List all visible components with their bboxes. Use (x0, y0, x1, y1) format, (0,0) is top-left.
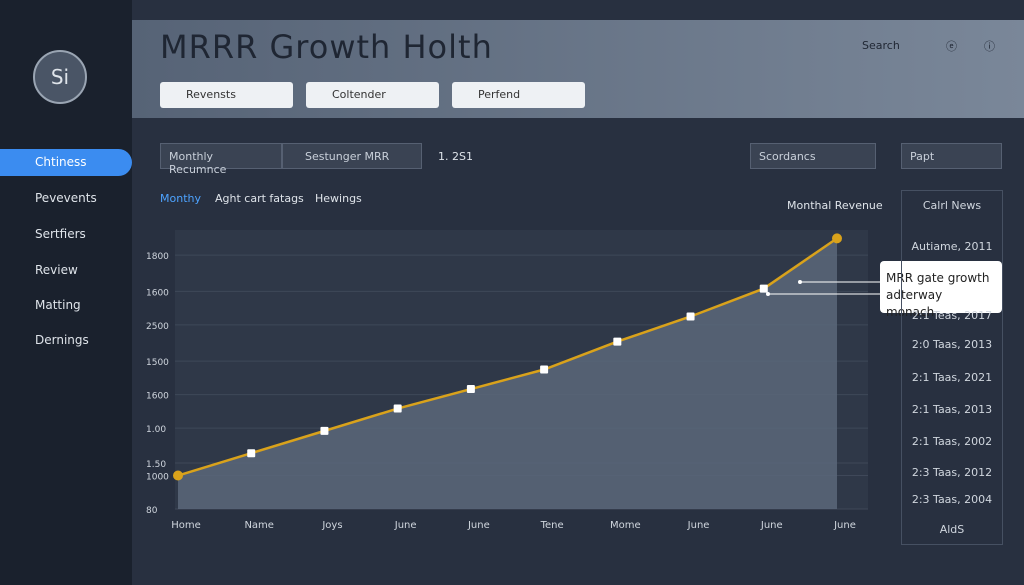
connector (766, 280, 880, 296)
nav-item[interactable]: Matting (35, 298, 81, 312)
tab[interactable]: Aght cart fatags (215, 192, 304, 205)
y-tick-label: 1000 (146, 473, 169, 483)
news-item[interactable]: 2:3 Taas, 2004 (911, 493, 993, 506)
nav-item[interactable]: Chtiness (0, 149, 132, 176)
x-tick-label: June (833, 520, 856, 531)
x-tick-label: Mome (610, 520, 641, 531)
button[interactable]: Perfend (452, 82, 585, 108)
x-tick-label: June (394, 520, 417, 531)
tab[interactable]: Monthy (160, 192, 201, 205)
button[interactable]: Revensts (160, 82, 293, 108)
sidebar: Si Chtiness Pevevents Sertfiers Review M… (0, 0, 132, 585)
nav-item[interactable]: Dernings (35, 333, 89, 347)
page-title: MRRR Growth Holth (160, 28, 493, 66)
point (832, 233, 842, 244)
y-tick-label: 1.00 (146, 425, 166, 435)
x-tick-label: June (687, 520, 710, 531)
area (178, 238, 837, 509)
news-item[interactable]: 2:1 Taas, 2021 (911, 371, 993, 384)
x-tick-label: Home (171, 520, 201, 531)
point (686, 312, 695, 321)
news-item[interactable]: 2:1 Taas, 2002 (911, 435, 993, 448)
icon[interactable]: ⓘ (984, 40, 995, 53)
point (613, 337, 622, 346)
nav-item[interactable]: Pevevents (35, 191, 97, 205)
y-tick-label: 1500 (146, 358, 169, 368)
button[interactable]: Coltender (306, 82, 439, 108)
y-tick-label: 1600 (146, 392, 169, 402)
point (247, 449, 256, 458)
x-tick-label: Tene (540, 520, 564, 531)
news-item[interactable]: Autiame, 2011 (911, 240, 993, 253)
point (540, 365, 549, 374)
news-item[interactable]: 2:0 Taas, 2013 (911, 338, 993, 351)
x-tick-label: June (467, 520, 490, 531)
filter[interactable]: Sestunger MRR (282, 143, 422, 169)
y-tick-label: 2500 (146, 322, 169, 332)
point (173, 470, 183, 481)
news-item[interactable]: 2:1 Teas, 2017 (911, 309, 993, 322)
avatar[interactable]: Si (33, 50, 87, 104)
tooltip-line: adterway monach. (886, 288, 943, 319)
tab[interactable]: Hewings (315, 192, 362, 205)
chart-title: Monthal Revenue (787, 199, 883, 212)
x-tick-label: Name (244, 520, 274, 531)
nav-item[interactable]: Review (35, 263, 78, 277)
point (320, 426, 329, 435)
search[interactable]: Scordancs (750, 143, 876, 169)
point (466, 385, 475, 394)
news-more[interactable]: AldS (939, 523, 965, 536)
search[interactable]: Search (862, 39, 900, 52)
chart: 80 1000 1.50 1.00 1600 1500 2500 1600 1800 Home Na… (146, 230, 868, 531)
line (177, 237, 838, 477)
tooltip-line: MRR gate growth (886, 271, 990, 285)
tooltip: MRR gate growth adterway monach. (880, 261, 1002, 319)
news-item[interactable]: 2:3 Taas, 2012 (911, 466, 993, 479)
x-tick-label: June (760, 520, 783, 531)
y-tick-label: 1800 (146, 252, 169, 262)
news-title: Calrl News (922, 199, 982, 212)
y-tick-label: 80 (146, 506, 158, 516)
y-tick-label: 1.50 (146, 460, 166, 470)
news-panel: Calrl News Autiame, 2011 2:1 Teas, 2017 … (901, 190, 1003, 545)
news-item[interactable]: 2:1 Taas, 2013 (911, 403, 993, 416)
icon[interactable]: ⓔ (946, 40, 957, 53)
point (393, 404, 402, 413)
range: 1. 2S1 (438, 150, 473, 163)
filter[interactable]: Monthly Recumnce (160, 143, 282, 176)
nav-item[interactable]: Sertfiers (35, 227, 86, 241)
select[interactable]: Papt (901, 143, 1002, 169)
y-tick-label: 1600 (146, 288, 169, 298)
point (759, 284, 768, 293)
x-tick-label: Joys (321, 520, 342, 531)
